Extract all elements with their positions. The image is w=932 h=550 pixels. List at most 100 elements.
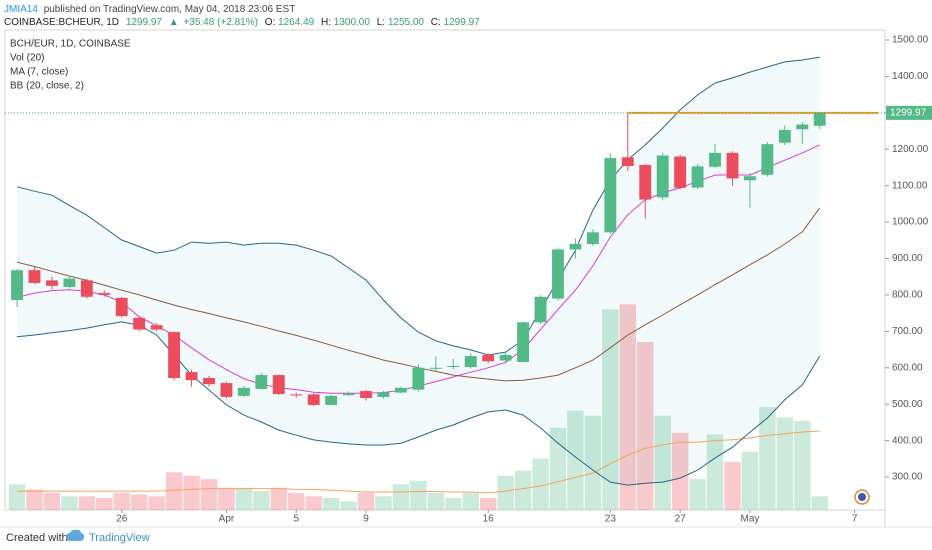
- volume-bar: [183, 475, 200, 510]
- volume-bar: [514, 470, 532, 510]
- high: 1300.00: [334, 17, 371, 28]
- low: 1255.00: [388, 17, 425, 28]
- candle-body: [726, 152, 739, 179]
- volume-bar: [427, 492, 445, 510]
- candle-body: [482, 355, 495, 362]
- indicator-line: [16, 321, 821, 486]
- candle-body: [499, 355, 512, 361]
- open-label: O:: [265, 17, 276, 28]
- candle-body: [98, 293, 111, 295]
- y-tick-label: 1400.00: [892, 71, 929, 82]
- candle-body: [709, 152, 721, 167]
- settings-icon-core: [858, 493, 866, 501]
- volume-bar: [8, 484, 26, 510]
- y-tick-label: 1000.00: [892, 217, 929, 228]
- candle-body: [569, 243, 582, 250]
- volume-bar: [392, 484, 410, 510]
- legend-entry: MA (7, close): [10, 67, 68, 78]
- candle-body: [429, 367, 442, 369]
- volume-bar: [706, 434, 724, 510]
- volume-bar: [811, 496, 828, 510]
- y-tick-label: 800.00: [892, 290, 923, 301]
- candle-body: [412, 367, 425, 390]
- candle-body: [621, 157, 634, 167]
- volume-bar: [549, 427, 567, 510]
- bb-fill: [17, 57, 820, 486]
- volume-bar: [357, 492, 375, 510]
- candle-body: [203, 377, 215, 385]
- candle-body: [325, 395, 338, 405]
- volume-bar: [200, 479, 218, 510]
- author[interactable]: JMIA14: [4, 4, 38, 15]
- candle-body: [744, 176, 756, 181]
- volume-bar: [253, 491, 270, 510]
- candle-body: [63, 278, 76, 287]
- candle-body: [11, 270, 23, 301]
- symbol: COINBASE:BCHEUR, 1D: [4, 17, 119, 28]
- volume-bar: [305, 496, 322, 510]
- y-tick-label: 500.00: [892, 399, 923, 410]
- volume-bar: [322, 498, 340, 510]
- candle-body: [237, 387, 250, 396]
- volume-ma: [17, 430, 820, 494]
- volume-bar: [270, 487, 288, 510]
- low-label: L:: [377, 17, 385, 28]
- volume-bar: [671, 432, 689, 510]
- x-tick-label: 5: [293, 514, 299, 525]
- legend-entry: BCH/EUR, 1D, COINBASE: [10, 39, 131, 50]
- high-label: H:: [321, 17, 331, 28]
- last: 1299.97: [126, 17, 163, 28]
- volume-bar: [689, 479, 706, 510]
- y-tick-label: 1100.00: [892, 180, 928, 191]
- x-tick-label: 26: [116, 514, 128, 525]
- candle-body: [115, 297, 128, 317]
- close: 1299.97: [444, 17, 481, 28]
- x-tick-label: Apr: [219, 514, 235, 525]
- candle-body: [796, 124, 809, 130]
- volume-bar: [567, 410, 584, 510]
- candle-body: [377, 392, 390, 397]
- ohlc-line: COINBASE:BCHEUR, 1D 1299.97 ▲ +35.48 (+2…: [4, 17, 480, 28]
- x-tick-label: 27: [675, 514, 687, 525]
- volume-bar: [654, 415, 671, 510]
- candle-body: [220, 383, 233, 397]
- volume-bar: [113, 492, 130, 510]
- volume-bar: [532, 458, 549, 510]
- y-tick-label: 600.00: [892, 362, 923, 373]
- plot: [5, 56, 885, 510]
- y-tick-label: 900.00: [892, 253, 923, 264]
- x-tick-label: 7: [852, 514, 858, 525]
- candle-body: [656, 155, 669, 198]
- change: +35.48 (+2.81%): [183, 17, 258, 28]
- candle-body: [674, 156, 687, 188]
- candle-body: [185, 372, 198, 381]
- volume-bar: [218, 487, 235, 510]
- x-tick-label: May: [740, 514, 759, 525]
- volume-bar: [445, 498, 462, 510]
- candle-body: [534, 296, 547, 323]
- candle-body: [360, 391, 372, 399]
- footer-brand[interactable]: TradingView: [89, 532, 150, 544]
- volume-bar: [43, 492, 61, 510]
- volume-bar: [288, 492, 305, 510]
- candle-body: [133, 317, 146, 330]
- x-tick-label: 9: [363, 514, 369, 525]
- volume-bar: [794, 420, 811, 510]
- volume-bar: [235, 487, 253, 510]
- volume-bar: [619, 304, 637, 510]
- candle-body: [447, 365, 460, 368]
- volume-bar: [741, 451, 759, 510]
- volume-bar: [96, 498, 113, 510]
- close-label: C:: [431, 17, 441, 28]
- candle-body: [813, 112, 826, 126]
- volume-bar: [165, 472, 183, 510]
- footer-created: Created with: [6, 532, 68, 544]
- candle-body: [290, 394, 303, 396]
- volume-bar: [602, 309, 619, 510]
- x-tick-label: 16: [483, 514, 495, 525]
- candle-body: [272, 375, 285, 395]
- candle-body: [395, 387, 407, 393]
